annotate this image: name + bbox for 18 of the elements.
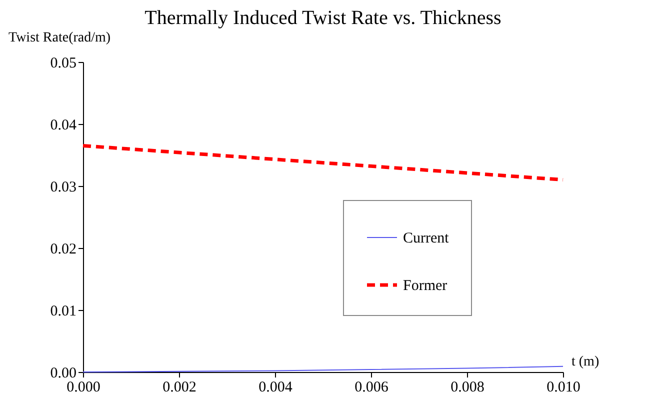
x-tick-label: 0.006 [354,380,389,396]
y-tick-label: 0.02 [50,242,76,258]
y-tick-label: 0.03 [50,180,76,196]
legend-label: Former [403,278,448,294]
chart-title: Thermally Induced Twist Rate vs. Thickness [144,7,502,29]
x-axis-title: t (m) [572,354,600,370]
y-tick-label: 0.04 [50,118,77,134]
x-tick-label: 0.000 [66,380,100,396]
y-tick-label: 0.05 [50,56,76,72]
y-tick-label: 0.01 [50,304,76,320]
x-tick-label: 0.004 [258,380,293,396]
legend-label: Current [403,230,450,246]
x-tick-label: 0.002 [162,380,196,396]
x-tick-label: 0.008 [450,380,484,396]
line-series [81,144,565,182]
x-tick-label: 0.010 [546,380,580,396]
y-axis-title: Twist Rate(rad/m) [8,30,111,46]
y-tick-label: 0.00 [50,366,76,382]
